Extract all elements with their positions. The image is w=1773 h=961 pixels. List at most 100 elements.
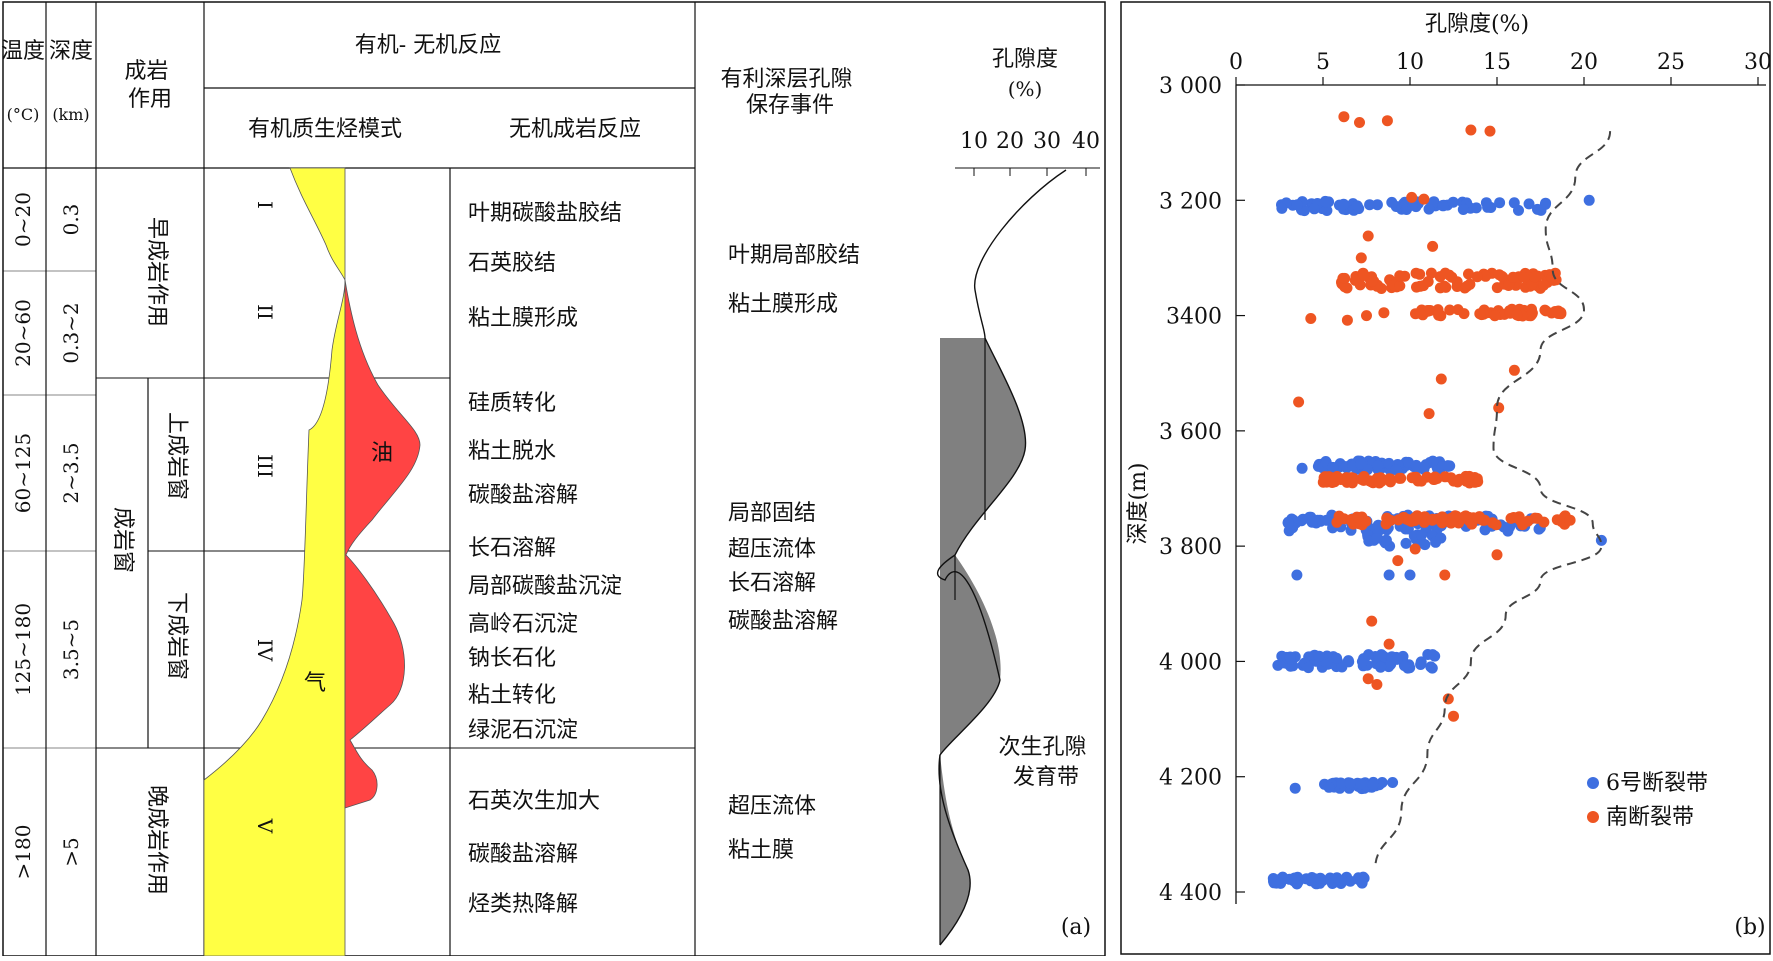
data-point bbox=[1362, 673, 1374, 685]
data-point bbox=[1394, 280, 1406, 292]
data-point bbox=[1490, 519, 1502, 531]
y-axis-title: 深度(m) bbox=[1126, 462, 1151, 544]
data-point bbox=[1439, 569, 1451, 581]
gas-label: 气 bbox=[304, 671, 326, 696]
data-point bbox=[1464, 278, 1476, 290]
data-point bbox=[1352, 512, 1364, 523]
data-point bbox=[1390, 464, 1402, 476]
data-point bbox=[1435, 373, 1447, 385]
data-point bbox=[1494, 197, 1506, 209]
inorganic-reaction-list: 叶期碳酸盐胶结石英胶结粘土膜形成硅质转化粘土脱水碳酸盐溶解长石溶解局部碳酸盐沉淀… bbox=[468, 201, 622, 917]
inorganic-reaction: 钠长石化 bbox=[468, 646, 556, 671]
inorganic-reaction: 硅质转化 bbox=[468, 391, 556, 416]
data-point bbox=[1331, 652, 1343, 664]
data-point bbox=[1302, 662, 1314, 674]
depth-header: 深度 bbox=[49, 39, 93, 64]
panel-a: 温度 (°C) 深度 (km) 成岩 作用 有机- 无机反应 有机质生烃模式 无… bbox=[1, 1, 1106, 957]
org-inorg-header: 有机- 无机反应 bbox=[355, 33, 501, 58]
data-point bbox=[1423, 408, 1435, 420]
data-point bbox=[1321, 514, 1333, 526]
depth-range: 0.3 bbox=[59, 204, 83, 236]
temperature-unit: (°C) bbox=[7, 105, 40, 124]
roman-stage: I bbox=[253, 201, 277, 209]
data-point bbox=[1526, 308, 1538, 320]
inorganic-reaction: 粘土膜形成 bbox=[468, 306, 578, 331]
data-point bbox=[1452, 476, 1464, 488]
data-point bbox=[1358, 471, 1370, 482]
porosity-curve bbox=[936, 169, 1067, 946]
diagenesis-header-line2: 作用 bbox=[128, 87, 172, 112]
diagenesis-header-line1: 成岩 bbox=[124, 59, 168, 84]
inorganic-reaction: 石英胶结 bbox=[468, 251, 556, 276]
preservation-event: 叶期局部胶结 bbox=[728, 243, 860, 268]
porosity-tick-label: 20 bbox=[996, 129, 1024, 154]
data-point bbox=[1414, 280, 1426, 292]
data-point bbox=[1355, 778, 1367, 790]
data-point bbox=[1508, 197, 1520, 209]
porosity-axis: 10 20 30 40 bbox=[955, 129, 1100, 176]
data-point bbox=[1507, 271, 1519, 283]
oil-zone bbox=[344, 279, 421, 809]
data-point bbox=[1378, 307, 1390, 319]
diagenesis-header: 成岩 作用 bbox=[124, 59, 175, 112]
data-point bbox=[1458, 308, 1470, 320]
inorganic-reaction: 碳酸盐溶解 bbox=[468, 483, 578, 508]
data-point bbox=[1366, 275, 1378, 287]
temperature-range: >180 bbox=[11, 825, 35, 880]
data-point bbox=[1398, 660, 1410, 672]
data-point bbox=[1457, 204, 1469, 215]
data-point bbox=[1306, 872, 1318, 883]
events-header-line1: 有利深层孔隙 bbox=[720, 67, 852, 92]
data-point bbox=[1471, 271, 1483, 283]
data-point bbox=[1508, 364, 1520, 376]
temperature-column: 0~20 20~60 60~125 125~180 >180 bbox=[11, 192, 35, 879]
data-point bbox=[1491, 549, 1503, 561]
data-point bbox=[1335, 777, 1347, 789]
data-point bbox=[1409, 543, 1421, 555]
x-tick-label: 25 bbox=[1657, 50, 1685, 75]
porosity-depth-chart: 0 5 10 15 20 25 30 孔隙度(%) 3 000 3 200 3400 3 600 3 8… bbox=[1126, 12, 1772, 906]
y-tick-label: 3 200 bbox=[1159, 189, 1222, 214]
data-point bbox=[1391, 653, 1403, 665]
preservation-event: 碳酸盐溶解 bbox=[728, 609, 838, 634]
data-point bbox=[1484, 125, 1496, 137]
x-tick-label: 20 bbox=[1570, 50, 1598, 75]
data-point bbox=[1470, 202, 1482, 214]
data-point bbox=[1276, 202, 1288, 214]
data-point bbox=[1418, 193, 1430, 205]
secondary-pore-label: 次生孔隙 发育带 bbox=[998, 735, 1093, 790]
secondary-pore-line2: 发育带 bbox=[1013, 765, 1079, 790]
inorganic-reaction: 碳酸盐溶解 bbox=[468, 842, 578, 867]
data-point bbox=[1289, 782, 1301, 794]
inorganic-reaction: 绿泥石沉淀 bbox=[468, 718, 578, 743]
data-point bbox=[1338, 111, 1350, 123]
data-point bbox=[1386, 196, 1398, 208]
preservation-event: 局部固结 bbox=[728, 501, 816, 526]
data-point bbox=[1366, 615, 1378, 627]
porosity-header: 孔隙度 bbox=[992, 47, 1058, 72]
data-point bbox=[1538, 516, 1550, 528]
legend-marker bbox=[1587, 777, 1599, 789]
data-point bbox=[1293, 396, 1305, 408]
data-point bbox=[1296, 462, 1308, 474]
porosity-tick-label: 40 bbox=[1072, 129, 1100, 154]
y-tick-label: 4 000 bbox=[1159, 650, 1222, 675]
data-point bbox=[1371, 679, 1383, 690]
inorganic-reaction: 粘土转化 bbox=[468, 683, 556, 708]
data-point bbox=[1437, 200, 1449, 212]
data-point bbox=[1539, 198, 1551, 210]
data-point bbox=[1427, 240, 1439, 252]
data-point bbox=[1439, 267, 1451, 279]
preservation-event: 粘土膜 bbox=[728, 838, 794, 863]
data-point bbox=[1511, 309, 1523, 321]
legend-label: 南断裂带 bbox=[1606, 805, 1694, 830]
data-point bbox=[1436, 511, 1448, 523]
data-point bbox=[1362, 230, 1374, 242]
roman-stage: III bbox=[253, 454, 277, 478]
y-tick-label: 3 800 bbox=[1159, 535, 1222, 560]
events-header: 有利深层孔隙 保存事件 bbox=[720, 67, 859, 118]
data-point bbox=[1404, 569, 1416, 581]
oil-label: 油 bbox=[371, 441, 393, 466]
inorganic-reaction: 烃类热降解 bbox=[468, 892, 578, 917]
data-point bbox=[1415, 659, 1427, 670]
